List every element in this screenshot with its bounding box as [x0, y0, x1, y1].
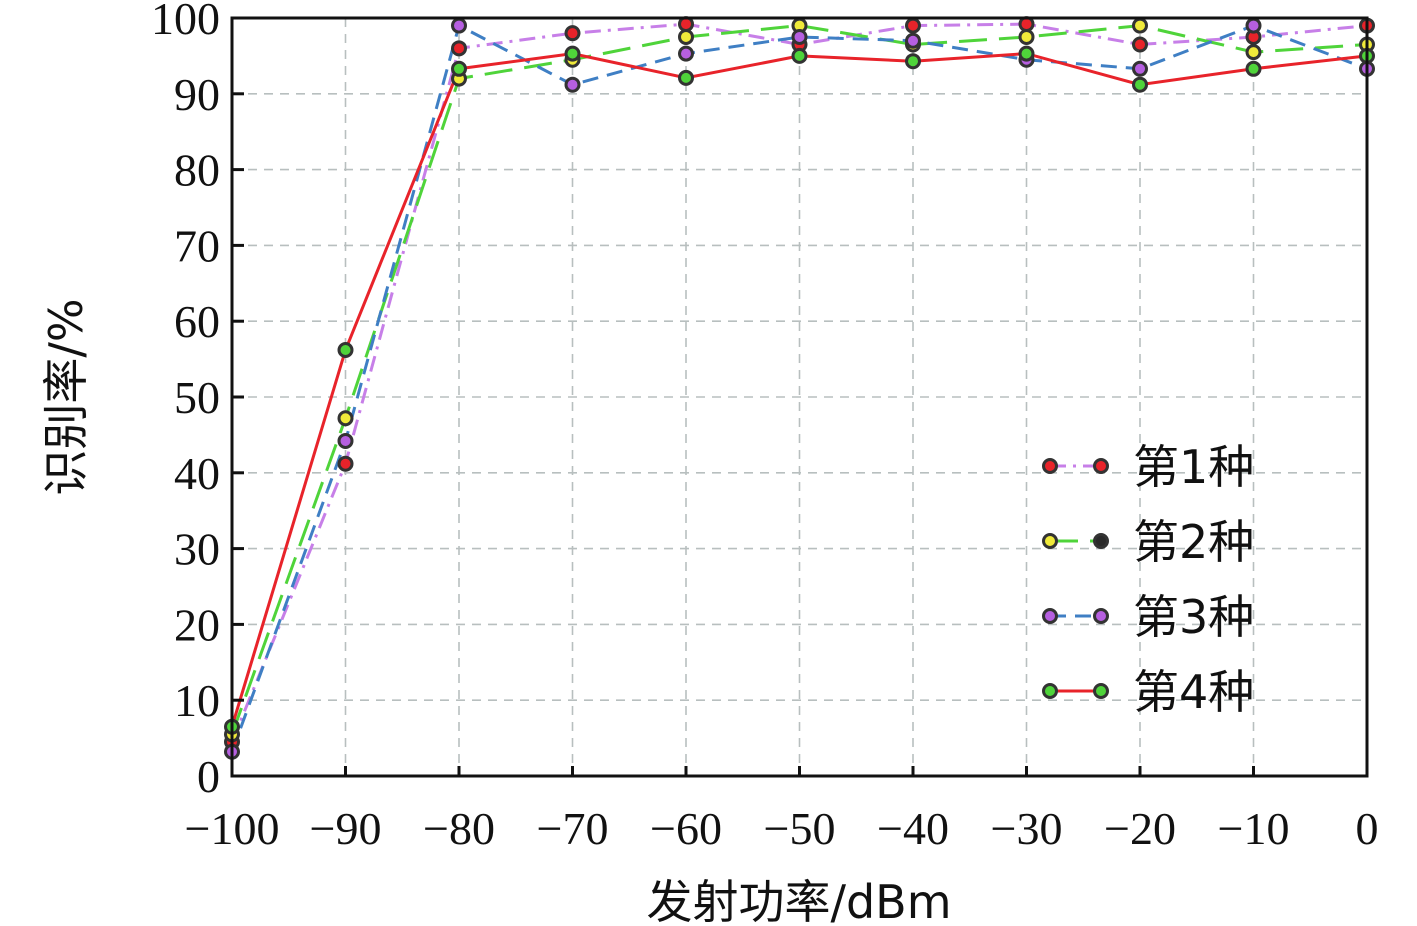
legend-entry-1: 第1种 — [1042, 440, 1254, 494]
y-tick-label: 20 — [174, 599, 220, 650]
legend-marker — [1042, 533, 1058, 549]
legend-entry-3: 第3种 — [1042, 590, 1254, 644]
x-tick-label: −70 — [537, 803, 609, 854]
axis-ticks — [230, 16, 1369, 778]
data-point-series-3 — [678, 45, 694, 62]
y-axis-tick-labels: 0 10 20 30 40 50 60 70 80 90 100 — [151, 0, 220, 802]
data-point-series-4 — [678, 69, 694, 86]
data-point-series-4 — [337, 342, 354, 359]
x-tick-label: 0 — [1356, 803, 1379, 854]
data-point-series-1 — [337, 455, 354, 472]
x-tick-label: −40 — [877, 803, 949, 854]
series-line-1 — [230, 22, 1368, 743]
data-point-series-2 — [1018, 28, 1035, 45]
data-point-series-3 — [1245, 17, 1262, 34]
legend-label: 第3种 — [1133, 590, 1254, 644]
data-point-series-3 — [451, 17, 467, 34]
data-point-series-4 — [451, 60, 467, 77]
data-point-series-3 — [905, 32, 921, 49]
y-tick-label: 40 — [174, 448, 220, 499]
legend-label: 第2种 — [1133, 515, 1254, 569]
x-tick-label: −80 — [423, 803, 495, 854]
legend-marker — [1093, 458, 1109, 474]
legend-label: 第1种 — [1133, 440, 1254, 494]
x-tick-label: −20 — [1104, 803, 1176, 854]
y-tick-label: 0 — [197, 751, 220, 802]
y-tick-label: 100 — [151, 0, 220, 44]
y-tick-label: 80 — [174, 145, 220, 196]
x-tick-label: −60 — [650, 803, 722, 854]
legend-entry-2: 第2种 — [1042, 515, 1254, 569]
data-point-series-4 — [1245, 60, 1262, 77]
data-point-series-3 — [564, 76, 581, 93]
data-point-series-2 — [1245, 44, 1262, 61]
legend-marker — [1093, 683, 1109, 699]
grid-lines — [232, 18, 1367, 776]
data-point-series-4 — [791, 47, 808, 64]
legend-marker — [1042, 458, 1058, 474]
y-tick-label: 90 — [174, 69, 220, 120]
x-tick-label: −10 — [1218, 803, 1290, 854]
x-tick-label: −100 — [185, 803, 280, 854]
legend-label: 第4种 — [1133, 665, 1254, 719]
y-tick-label: 30 — [174, 524, 220, 575]
series-line-3 — [230, 23, 1368, 753]
x-tick-label: −30 — [991, 803, 1063, 854]
data-point-series-4 — [1018, 45, 1035, 62]
data-point-series-4 — [905, 53, 921, 70]
data-point-series-2 — [678, 28, 694, 45]
data-point-series-1 — [905, 17, 921, 34]
x-axis-tick-labels: −100 −90 −80 −70 −60 −50 −40 −30 −20 −10 0 — [185, 803, 1379, 854]
legend-marker — [1042, 608, 1058, 624]
legend-marker — [1093, 608, 1109, 624]
data-point-series-4 — [564, 45, 581, 62]
y-tick-label: 60 — [174, 296, 220, 347]
data-point-series-4 — [1132, 76, 1148, 93]
y-tick-label: 70 — [174, 220, 220, 271]
legend-entry-4: 第4种 — [1042, 665, 1254, 719]
x-tick-label: −50 — [764, 803, 836, 854]
data-point-series-1 — [678, 16, 694, 33]
data-point-series-2 — [1132, 17, 1148, 34]
data-point-series-2 — [337, 410, 354, 427]
data-point-series-3 — [791, 28, 808, 45]
data-point-series-1 — [1018, 16, 1035, 33]
series-line-2 — [230, 24, 1368, 735]
legend-marker — [1093, 533, 1109, 549]
data-point-series-1 — [564, 25, 581, 42]
data-point-series-1 — [1132, 36, 1148, 53]
data-point-series-3 — [1132, 60, 1148, 77]
x-axis-title: 发射功率/dBm — [646, 875, 951, 926]
y-axis-title: 识别率/% — [39, 298, 93, 495]
y-tick-label: 50 — [174, 372, 220, 423]
x-tick-label: −90 — [310, 803, 382, 854]
y-tick-label: 10 — [174, 675, 220, 726]
data-point-series-1 — [451, 40, 467, 57]
data-point-series-3 — [337, 432, 354, 449]
legend-marker — [1042, 683, 1058, 699]
